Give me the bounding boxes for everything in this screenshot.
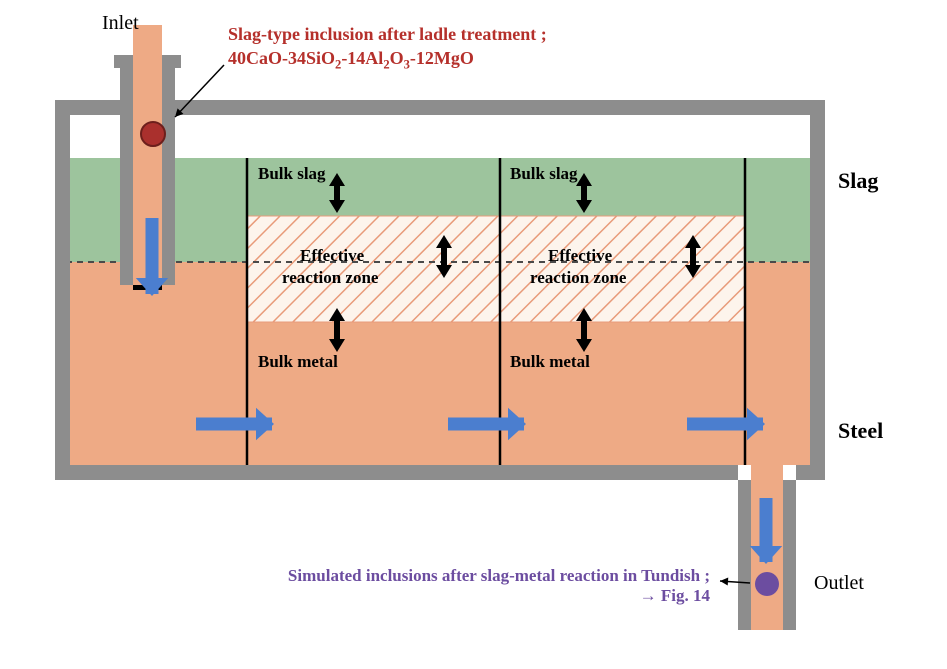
inlet-inclusion-marker (141, 122, 165, 146)
bulk-slag-1: Bulk slag (258, 164, 326, 184)
purple-annotation: Simulated inclusions after slag-metal re… (270, 566, 710, 606)
outlet-inclusion-marker (755, 572, 779, 596)
diagram-stage: Inlet Slag-type inclusion after ladle tre… (0, 0, 947, 664)
outlet-label: Outlet (814, 572, 864, 595)
eff-1b: reaction zone (282, 268, 378, 288)
red-annotation-line1: Slag-type inclusion after ladle treatmen… (228, 24, 547, 45)
eff-2a: Effective (548, 246, 612, 266)
inlet-label: Inlet (102, 12, 139, 35)
eff-2b: reaction zone (530, 268, 626, 288)
purple-line1: Simulated inclusions after slag-metal re… (270, 566, 710, 586)
diagram-svg (0, 0, 947, 664)
purple-line2: → Fig. 14 (270, 586, 710, 606)
red-annotation-line2: 40CaO-34SiO2-14Al2O3-12MgO (228, 48, 474, 73)
bulk-slag-2: Bulk slag (510, 164, 578, 184)
eff-1a: Effective (300, 246, 364, 266)
bulk-metal-2: Bulk metal (510, 352, 590, 372)
steel-label: Steel (838, 418, 883, 444)
bulk-metal-1: Bulk metal (258, 352, 338, 372)
slag-label: Slag (838, 168, 878, 194)
